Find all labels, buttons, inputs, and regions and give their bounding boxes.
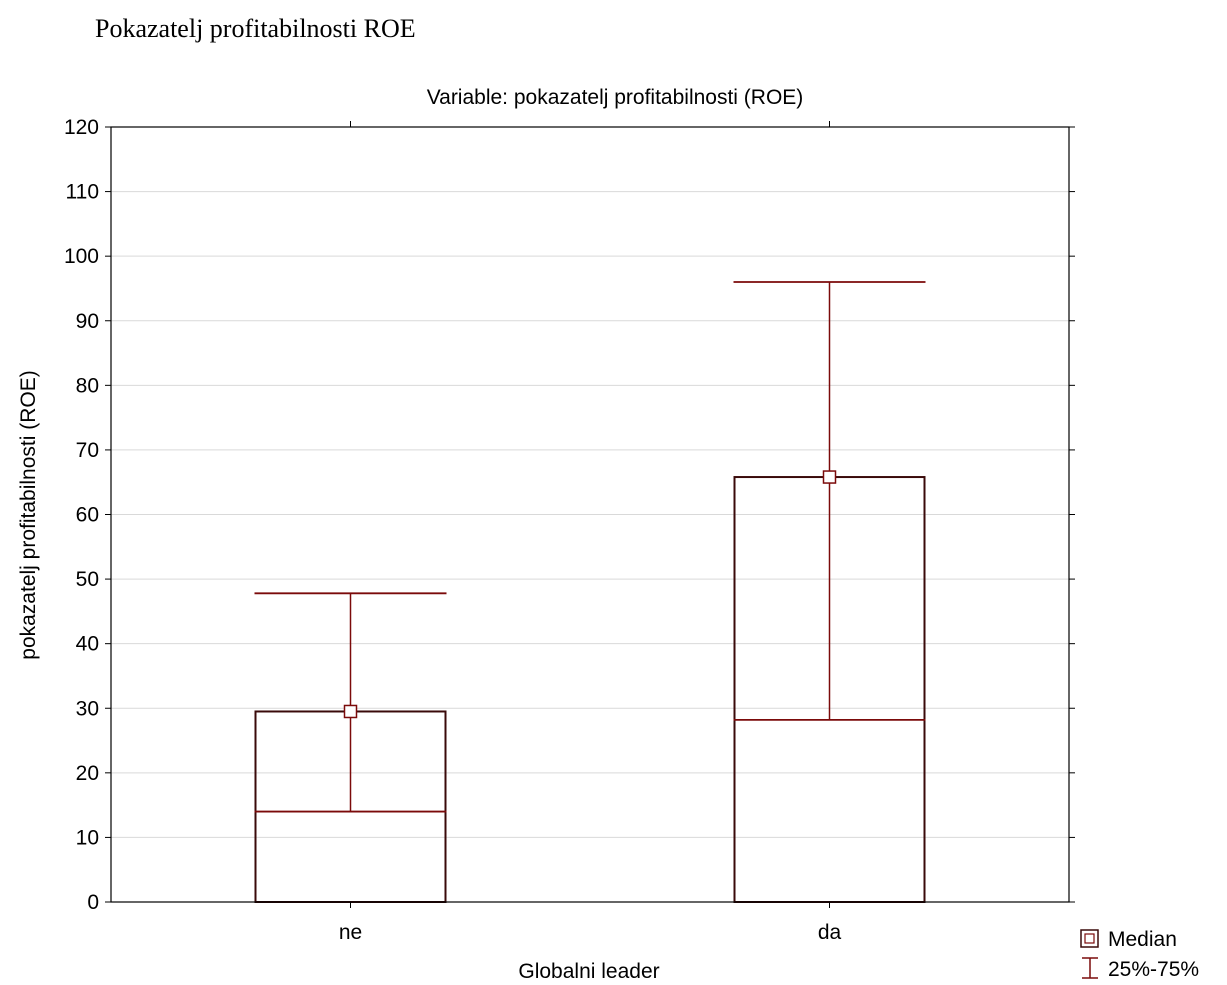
legend-item-whisker: 25%-75% — [1082, 957, 1199, 981]
legend-median-label: Median — [1108, 928, 1177, 951]
page-heading: Pokazatelj profitabilnosti ROE — [95, 14, 416, 43]
grid-lines — [111, 191, 1069, 838]
box-group-da — [733, 281, 926, 903]
y-tick-label-80: 80 — [76, 374, 99, 397]
legend-median-symbol-inner — [1084, 933, 1095, 944]
y-tick-label-110: 110 — [66, 181, 99, 204]
y-tick-label-50: 50 — [76, 568, 99, 591]
box-group-ne — [254, 592, 447, 904]
y-axis-label: pokazatelj profitabilnosti (ROE) — [17, 370, 40, 659]
median-marker-da — [822, 470, 837, 484]
y-tick-label-40: 40 — [76, 633, 99, 656]
y-tick-label-0: 0 — [87, 891, 99, 914]
boxes — [254, 281, 926, 904]
chart-title: Variable: pokazatelj profitabilnosti (RO… — [427, 86, 804, 109]
y-tick-label-10: 10 — [76, 826, 99, 849]
legend-item-median: Median — [1080, 928, 1177, 951]
x-axis-label: Globalni leader — [518, 960, 659, 983]
x-axis-ticks: ne da — [339, 121, 842, 944]
y-tick-label-120: 120 — [64, 116, 99, 139]
y-axis-ticks: 0 10 20 30 40 50 60 70 80 90 100 110 120 — [64, 116, 1075, 914]
y-tick-label-100: 100 — [64, 245, 99, 268]
y-tick-label-90: 90 — [76, 310, 99, 333]
y-tick-label-30: 30 — [76, 697, 99, 720]
x-tick-label-ne: ne — [339, 921, 362, 944]
y-tick-label-70: 70 — [76, 439, 99, 462]
y-tick-label-60: 60 — [76, 504, 99, 527]
legend: Median 25%-75% — [1080, 928, 1199, 981]
legend-median-symbol — [1080, 929, 1099, 948]
y-tick-label-20: 20 — [76, 762, 99, 785]
legend-whisker-label: 25%-75% — [1108, 958, 1199, 981]
x-tick-label-da: da — [818, 921, 842, 944]
median-marker-ne — [343, 704, 358, 719]
